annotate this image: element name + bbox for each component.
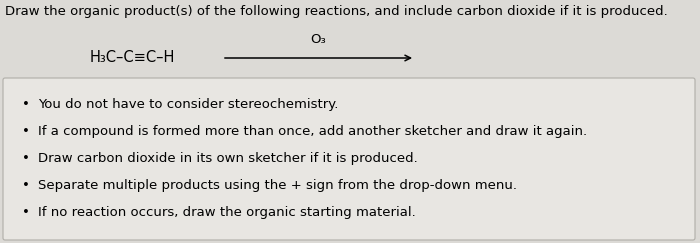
- Text: •: •: [22, 206, 30, 219]
- Text: Draw the organic product(s) of the following reactions, and include carbon dioxi: Draw the organic product(s) of the follo…: [5, 5, 668, 18]
- Text: •: •: [22, 125, 30, 138]
- Text: •: •: [22, 179, 30, 192]
- Text: Draw carbon dioxide in its own sketcher if it is produced.: Draw carbon dioxide in its own sketcher …: [38, 152, 418, 165]
- Text: O₃: O₃: [311, 33, 326, 46]
- Text: Separate multiple products using the + sign from the drop-down menu.: Separate multiple products using the + s…: [38, 179, 517, 192]
- FancyBboxPatch shape: [3, 78, 695, 240]
- Text: H₃C–C≡C–H: H₃C–C≡C–H: [90, 51, 176, 66]
- Text: If no reaction occurs, draw the organic starting material.: If no reaction occurs, draw the organic …: [38, 206, 416, 219]
- Text: •: •: [22, 152, 30, 165]
- Text: If a compound is formed more than once, add another sketcher and draw it again.: If a compound is formed more than once, …: [38, 125, 587, 138]
- Text: You do not have to consider stereochemistry.: You do not have to consider stereochemis…: [38, 98, 338, 111]
- Text: •: •: [22, 98, 30, 111]
